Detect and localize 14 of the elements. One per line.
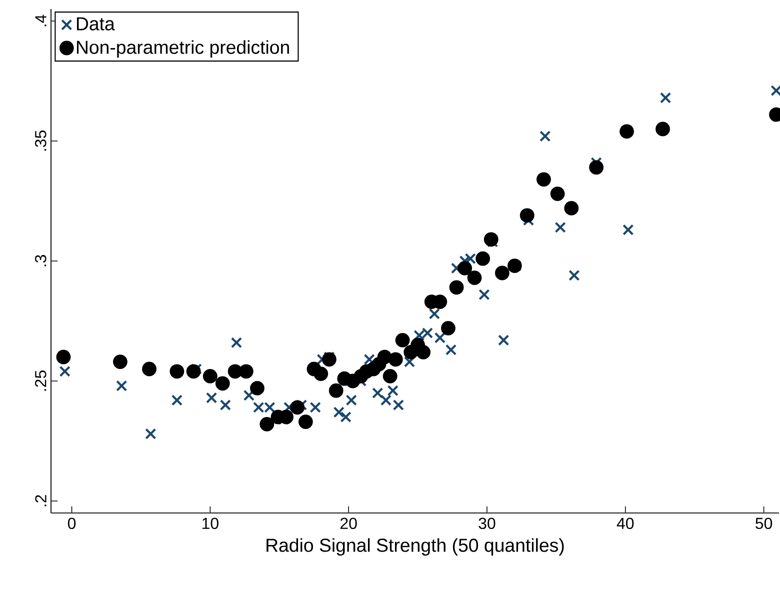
x-tick-label: 30: [478, 518, 496, 530]
y-tick-label: .25: [34, 370, 46, 391]
y-tick-label: .35: [34, 130, 46, 151]
x-tick-label: 10: [202, 518, 218, 530]
y-tick-label: .2: [35, 495, 46, 506]
x-tick-label: 40: [616, 518, 634, 530]
x-tick-label: 50: [756, 518, 772, 530]
legend-label: Non-parametric prediction: [76, 40, 289, 58]
y-tick-label: .3: [34, 255, 46, 266]
legend-label: Data: [76, 17, 115, 30]
x-tick-label: 0: [68, 518, 76, 530]
x-axis-title: Radio Signal Strength (50 quantiles): [266, 538, 564, 556]
x-tick-label: 20: [340, 518, 357, 530]
y-tick-label: .4: [35, 14, 46, 26]
